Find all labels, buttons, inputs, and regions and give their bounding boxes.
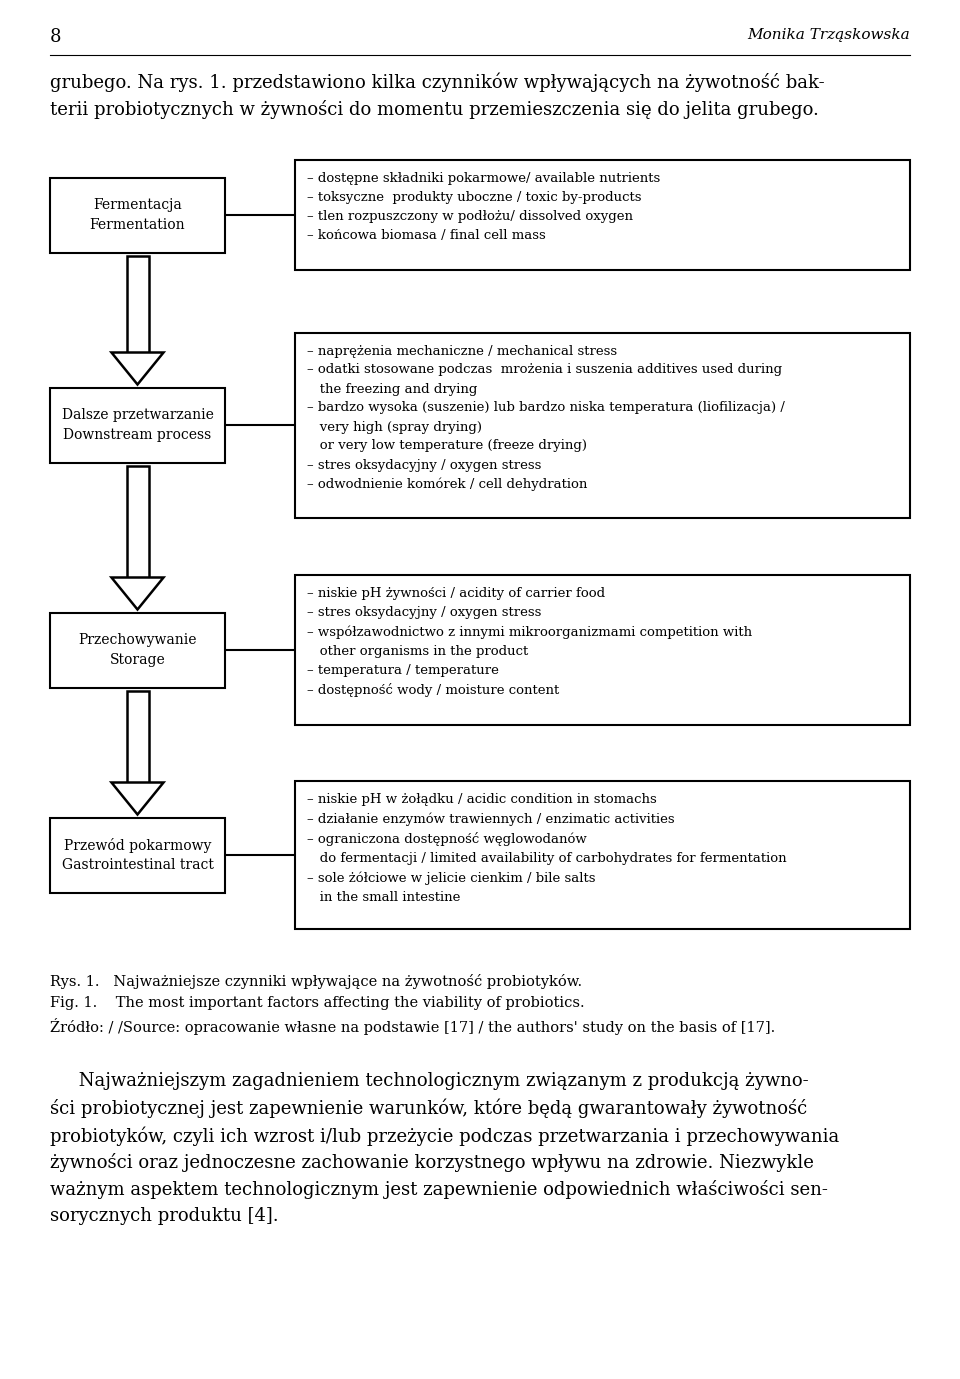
Text: – niskie pH w żołądku / acidic condition in stomachs
– działanie enzymów trawien: – niskie pH w żołądku / acidic condition… xyxy=(307,793,786,905)
Text: Monika Trząskowska: Monika Trząskowska xyxy=(747,28,910,41)
Bar xyxy=(50,818,225,892)
Text: terii probiotycznych w żywności do momentu przemieszczenia się do jelita grubego: terii probiotycznych w żywności do momen… xyxy=(50,101,819,119)
Text: sorycznych produktu [4].: sorycznych produktu [4]. xyxy=(50,1207,278,1225)
Bar xyxy=(127,466,149,578)
Text: żywności oraz jednoczesne zachowanie korzystnego wpływu na zdrowie. Niezwykle: żywności oraz jednoczesne zachowanie kor… xyxy=(50,1153,814,1172)
Text: 8: 8 xyxy=(50,28,61,46)
Text: grubego. Na rys. 1. przedstawiono kilka czynników wpływających na żywotność bak-: grubego. Na rys. 1. przedstawiono kilka … xyxy=(50,72,825,91)
Text: Fermentacja
Fermentation: Fermentacja Fermentation xyxy=(89,199,185,232)
Bar xyxy=(50,387,225,462)
Polygon shape xyxy=(111,353,163,385)
Bar xyxy=(295,160,910,270)
Text: – dostępne składniki pokarmowe/ available nutrients
– toksyczne  produkty uboczn: – dostępne składniki pokarmowe/ availabl… xyxy=(307,172,660,241)
Bar xyxy=(295,575,910,725)
Bar xyxy=(295,332,910,517)
Text: Rys. 1.   Najważniejsze czynniki wpływające na żywotność probiotyków.: Rys. 1. Najważniejsze czynniki wpływając… xyxy=(50,974,582,989)
Polygon shape xyxy=(111,782,163,815)
Text: Przewód pokarmowy
Gastrointestinal tract: Przewód pokarmowy Gastrointestinal tract xyxy=(61,838,213,873)
Bar xyxy=(127,255,149,353)
Text: probiotyków, czyli ich wzrost i/lub przeżycie podczas przetwarzania i przechowyw: probiotyków, czyli ich wzrost i/lub prze… xyxy=(50,1127,839,1146)
Bar xyxy=(50,612,225,688)
Text: Przechowywanie
Storage: Przechowywanie Storage xyxy=(79,633,197,667)
Text: – naprężenia mechaniczne / mechanical stress
– odatki stosowane podczas  mrożeni: – naprężenia mechaniczne / mechanical st… xyxy=(307,345,785,491)
Text: Dalsze przetwarzanie
Downstream process: Dalsze przetwarzanie Downstream process xyxy=(61,408,213,441)
Bar xyxy=(295,781,910,929)
Text: ważnym aspektem technologicznym jest zapewnienie odpowiednich właściwości sen-: ważnym aspektem technologicznym jest zap… xyxy=(50,1180,828,1198)
Text: Najważniejszym zagadnieniem technologicznym związanym z produkcją żywno-: Najważniejszym zagadnieniem technologicz… xyxy=(50,1071,808,1089)
Bar xyxy=(50,178,225,252)
Text: Fig. 1.    The most important factors affecting the viability of probiotics.: Fig. 1. The most important factors affec… xyxy=(50,996,585,1009)
Bar xyxy=(127,691,149,782)
Text: – niskie pH żywności / acidity of carrier food
– stres oksydacyjny / oxygen stre: – niskie pH żywności / acidity of carrie… xyxy=(307,587,752,698)
Polygon shape xyxy=(111,578,163,610)
Text: Źródło: / /Source: opracowanie własne na podstawie [17] / the authors' study on : Źródło: / /Source: opracowanie własne na… xyxy=(50,1018,776,1036)
Text: ści probiotycznej jest zapewnienie warunków, które będą gwarantowały żywotność: ści probiotycznej jest zapewnienie warun… xyxy=(50,1099,807,1118)
